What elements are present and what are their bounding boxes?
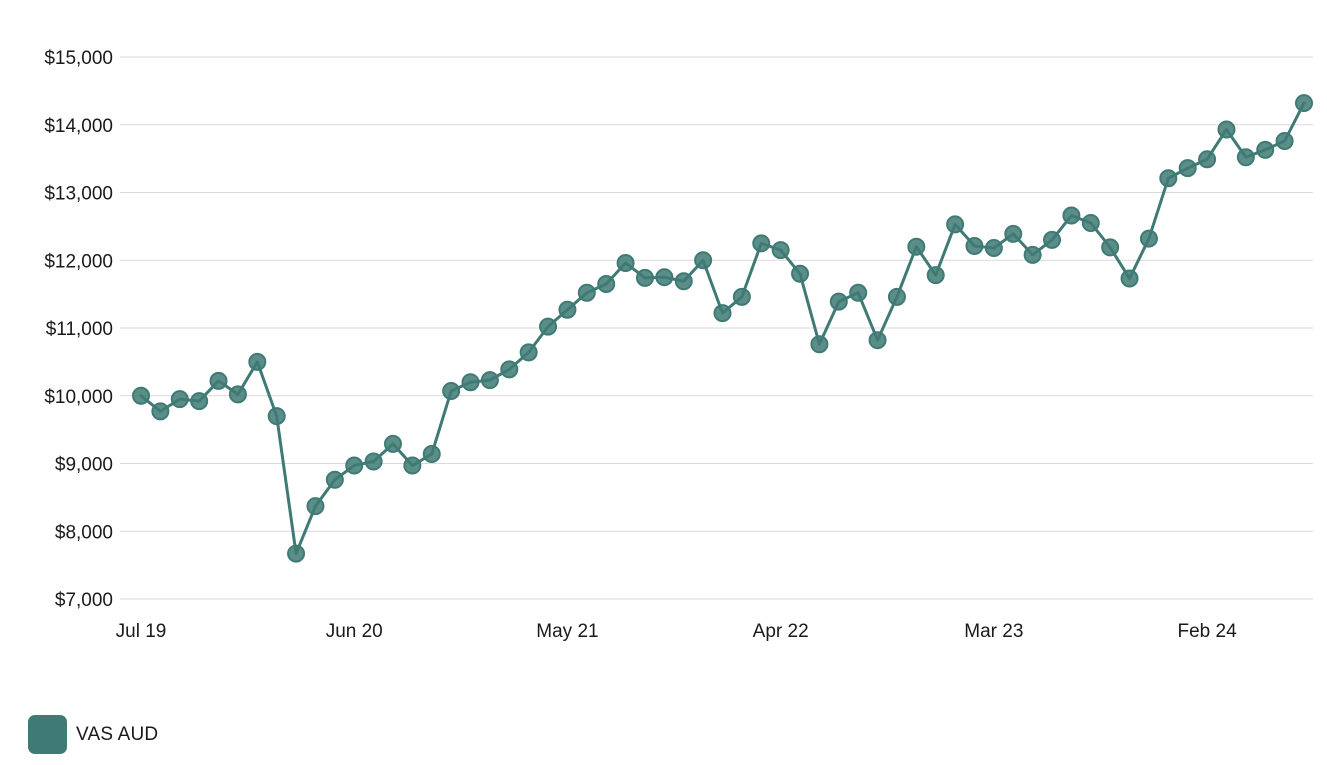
y-tick-label: $8,000	[55, 522, 113, 543]
x-tick-label: Feb 24	[1178, 621, 1238, 642]
data-point	[1295, 94, 1313, 113]
data-point	[1159, 169, 1178, 188]
x-tick-label: Mar 23	[964, 621, 1023, 642]
data-point	[287, 544, 306, 563]
data-point	[1101, 238, 1120, 257]
data-point	[1023, 245, 1042, 264]
y-tick-label: $7,000	[55, 590, 113, 611]
y-tick-label: $12,000	[44, 251, 113, 272]
data-point	[713, 304, 732, 323]
data-point	[1236, 148, 1255, 167]
data-point	[791, 264, 810, 283]
data-point	[461, 373, 480, 392]
data-point	[364, 452, 383, 471]
data-point	[151, 402, 170, 421]
data-point	[383, 434, 402, 453]
data-point	[1217, 120, 1236, 139]
data-point	[306, 497, 325, 516]
data-point	[1275, 132, 1294, 151]
data-point	[1178, 159, 1197, 178]
data-point	[170, 390, 189, 409]
data-point	[1004, 224, 1023, 243]
data-point	[577, 283, 596, 302]
data-point	[325, 470, 344, 489]
data-points	[132, 94, 1313, 563]
line-chart: $7,000 $8,000 $9,000 $10,000 $11,000 $12,000 $…	[44, 48, 1313, 642]
data-point	[655, 268, 674, 287]
data-point	[209, 371, 228, 390]
data-point	[539, 317, 558, 336]
y-tick-label: $9,000	[55, 455, 113, 476]
data-point	[752, 234, 771, 253]
data-point	[635, 268, 654, 287]
data-point	[771, 241, 790, 260]
data-point	[1256, 140, 1275, 159]
y-tick-label: $10,000	[44, 387, 113, 408]
data-point	[1139, 229, 1158, 248]
x-tick-label: May 21	[536, 621, 598, 642]
y-tick-label: $14,000	[44, 116, 113, 137]
data-point	[946, 215, 965, 234]
data-point	[1081, 213, 1100, 232]
data-point	[422, 445, 441, 464]
y-tick-label: $15,000	[44, 48, 113, 69]
data-point	[1043, 230, 1062, 249]
data-point	[965, 237, 984, 256]
legend-swatch	[28, 715, 67, 754]
y-tick-label: $11,000	[46, 319, 113, 340]
x-axis: Jul 19 Jun 20 May 21 Apr 22 Mar 23 Feb 24	[116, 621, 1237, 642]
data-point	[829, 292, 848, 311]
data-point	[907, 237, 926, 256]
x-tick-label: Jun 20	[326, 621, 383, 642]
data-point	[868, 331, 887, 350]
data-point	[132, 386, 150, 405]
data-point	[810, 335, 829, 354]
data-point	[674, 272, 693, 291]
data-point	[597, 274, 616, 293]
data-point	[403, 456, 422, 475]
data-point	[1120, 269, 1139, 288]
data-point	[1062, 206, 1081, 225]
data-point	[228, 385, 247, 404]
data-point	[190, 392, 209, 411]
data-point	[558, 300, 577, 319]
x-tick-label: Jul 19	[116, 621, 167, 642]
data-point	[887, 287, 906, 306]
data-point	[732, 287, 751, 306]
data-point	[500, 360, 519, 379]
legend-label: VAS AUD	[76, 723, 159, 745]
data-point	[480, 371, 499, 390]
y-tick-label: $13,000	[44, 184, 113, 205]
data-point	[616, 253, 635, 272]
data-point	[694, 251, 713, 270]
y-axis: $7,000 $8,000 $9,000 $10,000 $11,000 $12,000 $…	[44, 48, 113, 611]
data-point	[849, 283, 868, 302]
data-point	[1198, 150, 1217, 169]
data-point	[248, 352, 267, 371]
data-point	[926, 266, 945, 285]
legend: VAS AUD	[28, 715, 158, 754]
data-point	[984, 239, 1003, 258]
x-tick-label: Apr 22	[753, 621, 809, 642]
data-point	[345, 456, 364, 475]
data-point	[267, 407, 286, 426]
data-point	[442, 382, 461, 401]
data-point	[519, 343, 538, 362]
gridlines	[120, 56, 1313, 600]
